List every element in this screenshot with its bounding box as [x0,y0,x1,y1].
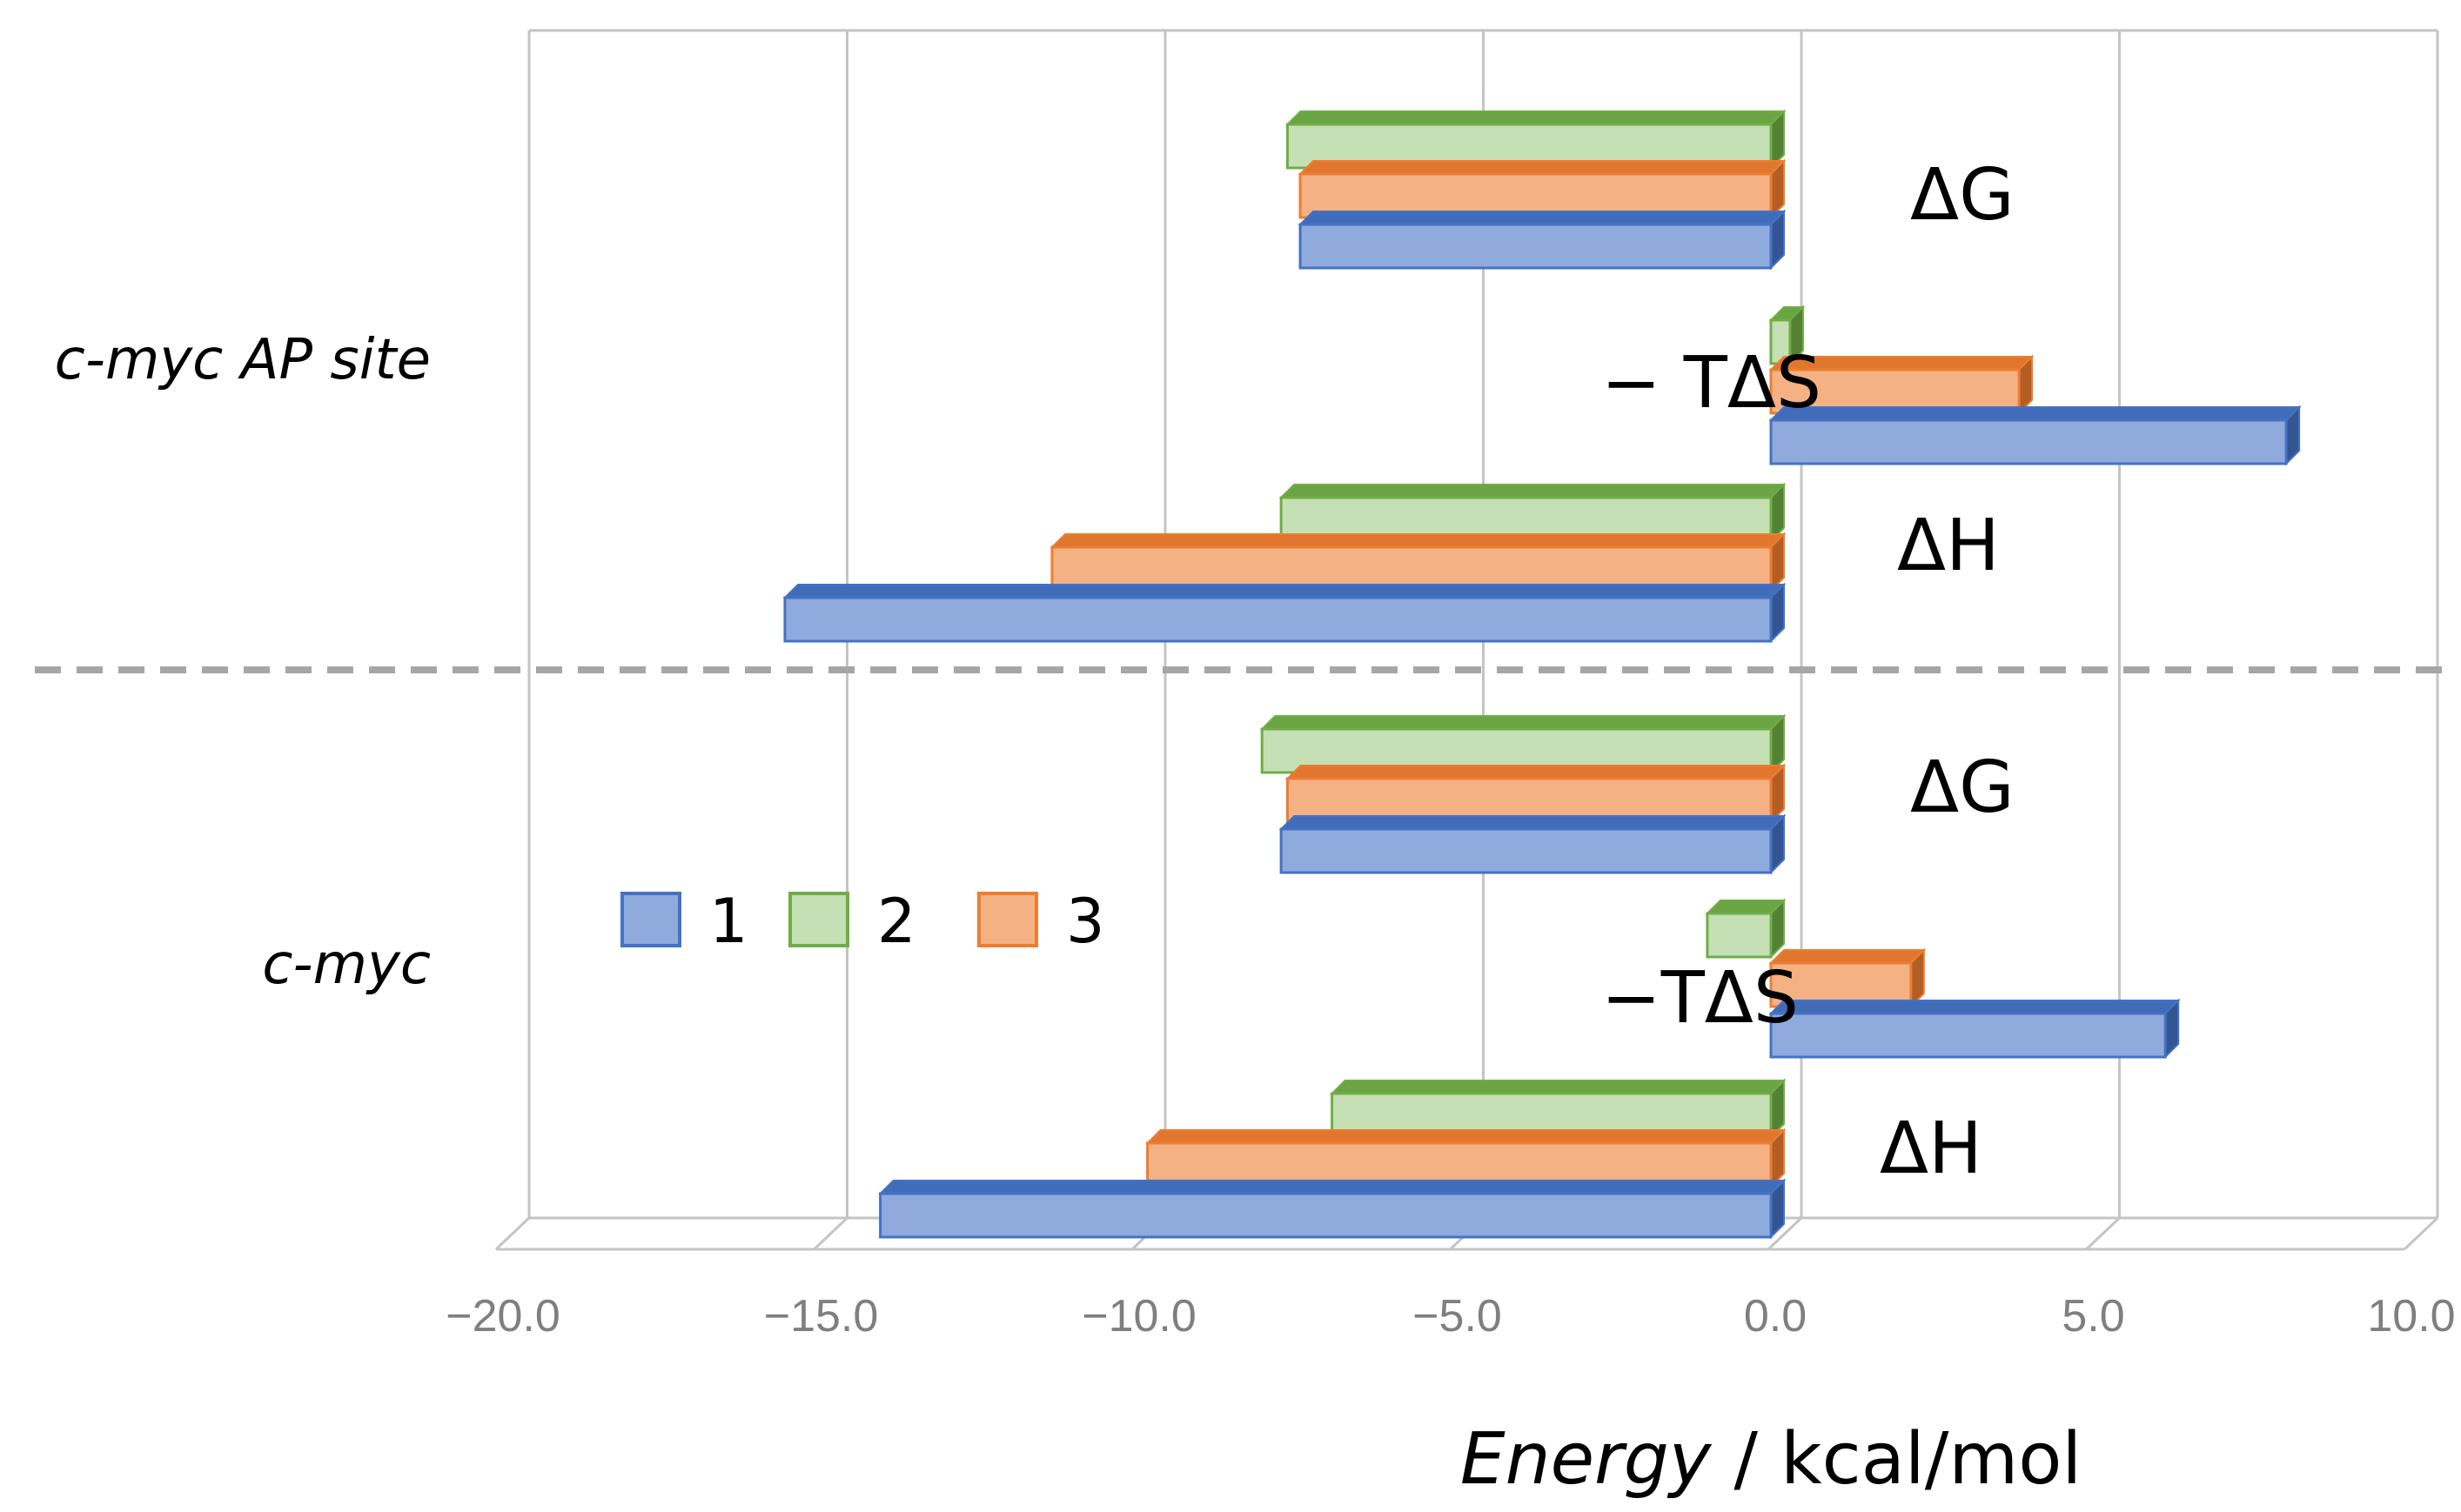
bar-top-face [1259,715,1787,730]
legend-item-1: 1 [620,886,748,957]
legend-label: 3 [1066,886,1105,957]
x-tick-label: −10.0 [1082,1291,1197,1341]
x-tick-label: 0.0 [1744,1291,1807,1341]
bar-front-face [783,596,1773,643]
component-label: ΔH [1880,1107,1982,1190]
x-tick-labels: −20.0 −15.0 −10.0 −5.0 0.0 5.0 10.0 [446,1291,2455,1341]
legend-swatch [788,892,849,947]
floor-line-1 [813,1216,848,1251]
bar-series-1-1-2 [878,1178,1787,1240]
labels: ΔG − TΔS ΔH c-myc AP site ΔG −TΔS ΔH c-myc [55,154,2015,1190]
bar-top-face [782,584,1787,599]
group-label: c-myc [262,933,431,997]
legend-swatch [620,892,681,947]
bar-top-face [1145,1129,1787,1144]
legend-item-3: 3 [977,886,1105,957]
floor-line-6 [2403,1216,2439,1251]
group-label: c-myc AP site [55,328,431,392]
bar-front-face [1769,1012,2167,1059]
floor-line-5 [2085,1216,2121,1251]
floor-line-0 [494,1216,531,1251]
bar-top-face [1278,815,1787,830]
bar-series-1-1-1 [1768,998,2181,1060]
bar-series-3-1-0 [1285,763,1787,825]
bar-series-1-1-0 [1278,813,1787,875]
x-tick-label: 5.0 [2062,1291,2124,1341]
x-tick-label: −15.0 [764,1291,879,1341]
bar-top-face [1298,160,1787,175]
bar-series-3-0-0 [1298,158,1787,220]
bar-front-face [1769,418,2288,465]
bar-front-face [1298,172,1773,219]
bar-series-2-1-0 [1259,713,1787,775]
legend-swatch [977,892,1038,947]
legend-item-2: 2 [788,886,916,957]
bar-top-face [1285,110,1787,125]
bar-series-2-1-2 [1330,1078,1787,1140]
bar-series-2-0-0 [1285,109,1787,171]
x-tick-label: −20.0 [446,1291,560,1341]
bar-series-2-1-1 [1705,898,1787,960]
x-axis-title: Energy / kcal/mol [1460,1418,2082,1501]
bars [782,109,2302,1240]
floor-line-4 [1767,1216,1803,1251]
bar-series-3-1-1 [1768,947,1927,1009]
bar-top-face [1278,484,1787,498]
component-label: ΔG [1910,746,2015,829]
component-label: ΔG [1910,154,2015,237]
bar-front-face [1769,961,1913,1008]
bar-top-face [1768,1000,2181,1014]
x-tick-label: 10.0 [2367,1291,2455,1341]
bar-top-face [1285,765,1787,779]
bar-top-face [1298,211,1787,225]
component-label: −TΔS [1601,957,1799,1040]
bar-front-face [1769,368,2021,415]
bar-front-face [1279,827,1773,874]
bar-series-1-0-0 [1298,209,1787,271]
component-label: − TΔS [1601,342,1821,425]
bar-series-1-0-2 [782,582,1787,644]
legend-label: 2 [877,886,916,957]
bar-front-face [1050,545,1773,592]
bar-series-1-0-1 [1768,405,2302,466]
bar-top-face [1049,533,1787,548]
bar-front-face [1298,223,1773,270]
bar-series-3-1-2 [1145,1127,1787,1189]
bar-front-face [879,1192,1773,1239]
bar-front-face [1706,912,1773,959]
bar-top-face [1768,406,2302,421]
bar-top-face [878,1180,1787,1194]
bar-series-3-0-2 [1049,532,1787,593]
component-label: ΔH [1897,505,2000,587]
bar-top-face [1330,1080,1787,1094]
legend-label: 1 [709,886,748,957]
bar-series-2-0-2 [1278,482,1787,544]
x-tick-label: −5.0 [1412,1291,1502,1341]
legend: 1 2 3 [620,886,1105,957]
bar-series-3-0-1 [1768,354,2035,416]
